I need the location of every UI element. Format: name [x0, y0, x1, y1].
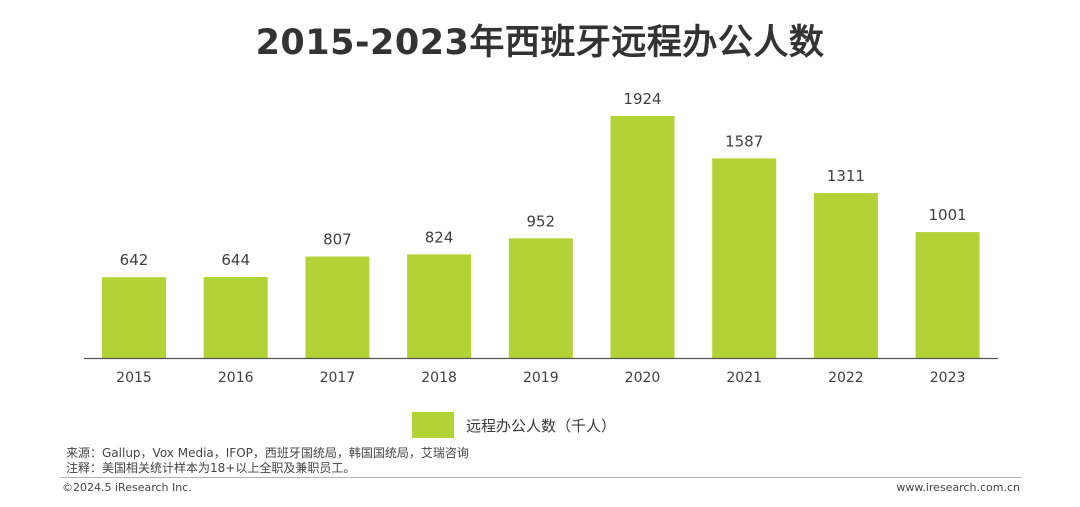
- copyright-text: ©2024.5 iResearch Inc.: [62, 481, 192, 494]
- data-label-2023: 1001: [929, 206, 967, 224]
- chart-title: 2015-2023年西班牙远程办公人数: [255, 23, 825, 63]
- bar-2017[interactable]: [305, 256, 370, 359]
- data-label-2016: 644: [221, 251, 250, 269]
- bar-2023[interactable]: [915, 232, 980, 358]
- x-tick-label-2020: 2020: [625, 370, 661, 386]
- x-tick-label-2019: 2019: [523, 370, 559, 386]
- bar-2016[interactable]: [203, 277, 268, 358]
- x-tick-label-2021: 2021: [726, 370, 762, 386]
- bar-2015[interactable]: [102, 277, 166, 358]
- data-label-2022: 1311: [827, 167, 865, 185]
- legend-swatch: [412, 412, 454, 438]
- footnote: 注释：美国相关统计样本为18+以上全职及兼职员工。: [66, 461, 356, 475]
- x-tick-label-2022: 2022: [828, 370, 864, 386]
- data-label-2021: 1587: [725, 132, 763, 150]
- x-tick-label-2023: 2023: [930, 370, 966, 386]
- data-label-2019: 952: [526, 212, 555, 230]
- source-note: 来源：Gallup，Vox Media，IFOP，西班牙国统局，韩国国统局，艾瑞…: [66, 446, 469, 460]
- x-tick-label-2015: 2015: [116, 370, 152, 386]
- bar-chart: 642 2015 644 2016 807 2017 824 2018 952 2019 1924 2…: [84, 90, 998, 386]
- legend: 远程办公人数（千人）: [412, 412, 616, 438]
- data-label-2015: 642: [120, 251, 149, 269]
- data-label-2020: 1924: [623, 90, 661, 108]
- x-tick-label-2016: 2016: [218, 370, 254, 386]
- data-label-2017: 807: [323, 231, 352, 249]
- bar-2018[interactable]: [407, 254, 472, 358]
- bar-2020[interactable]: [610, 116, 675, 358]
- x-tick-label-2018: 2018: [421, 370, 457, 386]
- data-label-2018: 824: [425, 228, 454, 246]
- footer-divider: [60, 477, 1022, 478]
- bar-2019[interactable]: [508, 238, 573, 358]
- x-tick-label-2017: 2017: [320, 370, 356, 386]
- bar-2021[interactable]: [712, 158, 777, 358]
- bar-2022[interactable]: [813, 193, 878, 358]
- website-link[interactable]: www.iresearch.com.cn: [896, 481, 1020, 494]
- legend-label: 远程办公人数（千人）: [466, 416, 617, 435]
